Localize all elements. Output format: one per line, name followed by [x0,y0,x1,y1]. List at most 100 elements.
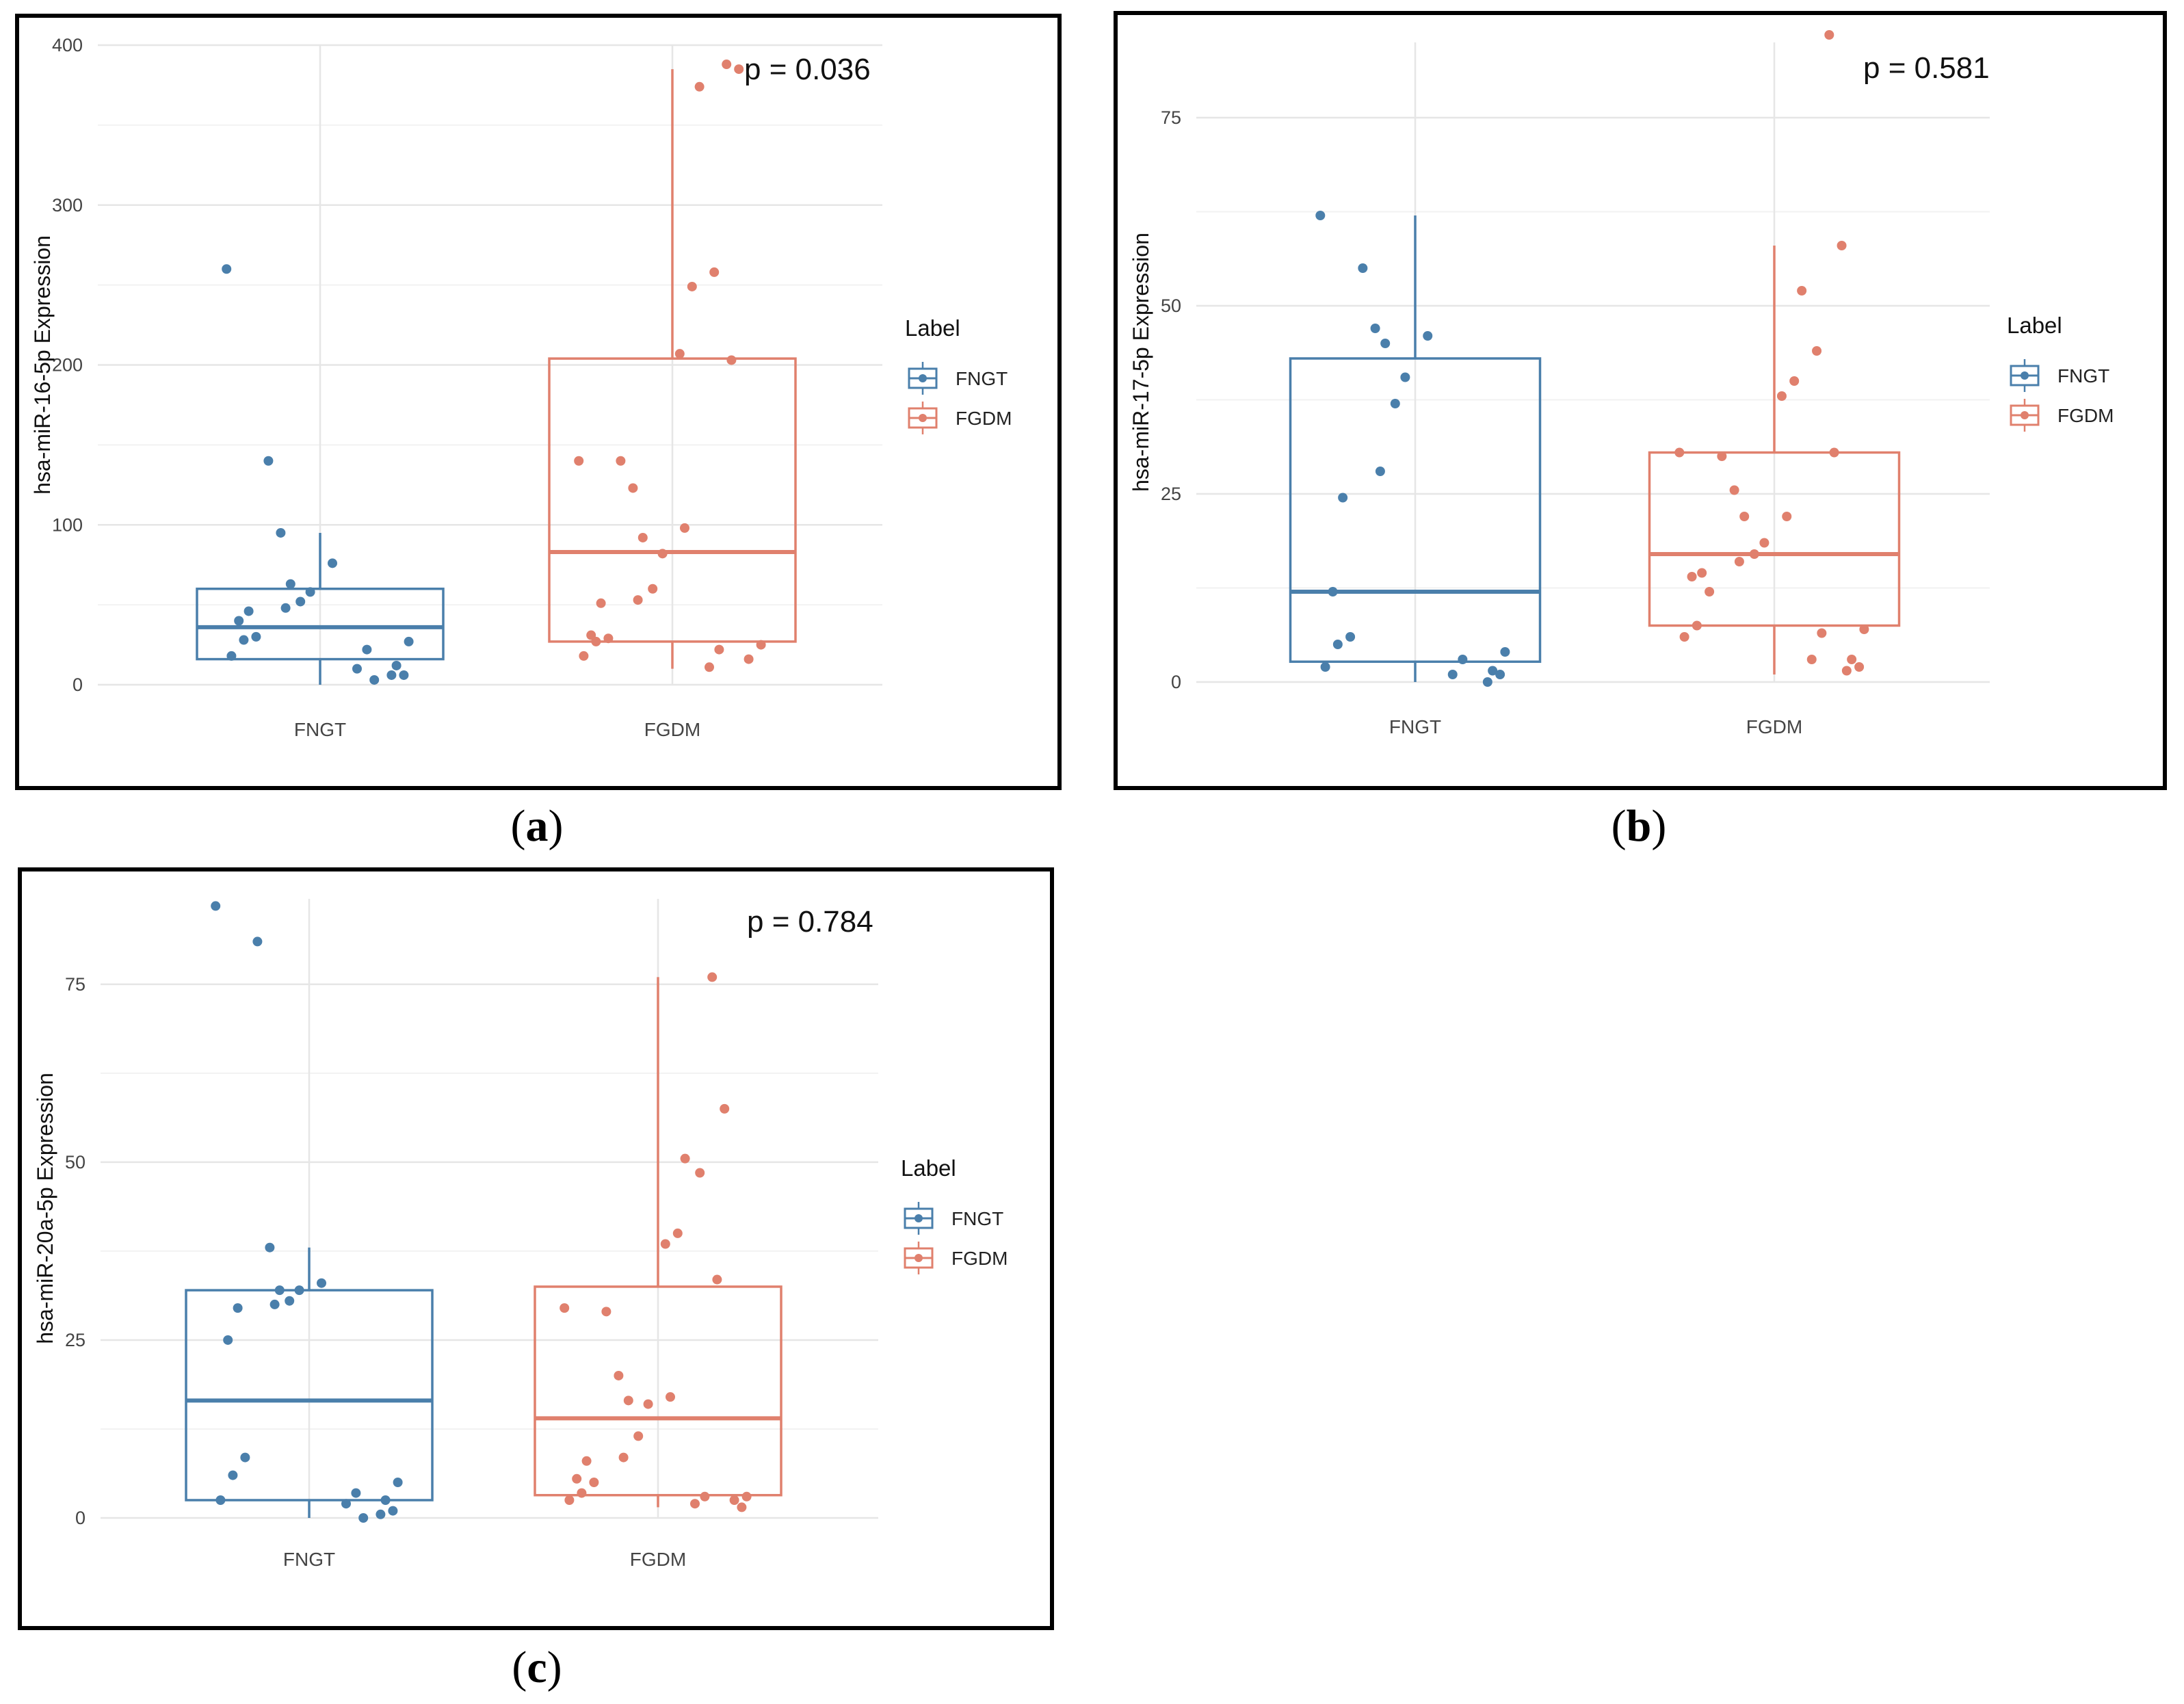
chart-b-fgdm-point [1824,30,1834,40]
chart-b-fngt-point [1328,587,1338,597]
chart-b-fngt-point [1380,339,1391,348]
chart-a-legend-fgdm-key-point [919,414,927,422]
chart-b-ytick-label: 75 [1161,107,1181,128]
chart-a-fngt-point [251,631,261,642]
chart-a-fgdm-point [680,523,689,533]
chart-a-fgdm-point [637,532,648,542]
chart-b-fngt-box [1289,357,1542,664]
chart-b-fgdm-point [1705,587,1715,597]
chart-a-fngt-point [352,664,362,674]
chart-a-fgdm-point [687,281,697,291]
chart-b-legend-fngt-label: FNGT [2057,365,2109,386]
chart-c-fgdm-box [534,1285,782,1497]
chart-c-fngt-point [380,1495,391,1505]
chart-b-fngt-point [1400,372,1410,382]
chart-a-fgdm-point [648,584,658,594]
panel-b: 0 25 50 75 hsa-miR-17-5p Expression FNGT FGDM p… [1114,11,2167,790]
chart-a-fngt-point [386,670,397,680]
chart-a-fngt-box [196,588,445,661]
chart-a-fngt-point [391,660,402,670]
chart-a-fgdm-point [705,662,714,672]
panel-c: 0 25 50 75 hsa-miR-20a-5p Expression FNGT FGDM… [18,867,1054,1630]
chart-a-ytick-label: 0 [73,674,83,695]
caption-a-letter: a [525,801,549,851]
chart-c-legend-fngt-label: FNGT [951,1208,1003,1229]
chart-c-fngt-point [285,1296,295,1306]
chart-b-ylabel: hsa-miR-17-5p Expression [1129,233,1153,492]
chart-a-fngt-point [295,597,306,607]
chart-c-fgdm-point [680,1153,690,1164]
chart-c-fngt-point [228,1470,238,1480]
chart-b-ytick-label: 50 [1161,296,1181,316]
chart-b-fngt-point [1423,331,1433,341]
chart-c-fgdm-point [741,1491,752,1502]
chart-c-fgdm-point [572,1473,582,1484]
caption-c-letter: c [527,1642,547,1692]
chart-b-fgdm-point [1692,620,1702,631]
chart-b-p-value: p = 0.581 [1863,51,1990,85]
chart-c-fngt-point [240,1452,250,1463]
panel-a: 0 100 200 300 400 hsa-miR-16-5p Expression FNG… [15,14,1062,790]
chart-b-fngt-point [1488,666,1498,676]
chart-b-xtick-label: FNGT [1389,716,1441,737]
chart-b-fgdm-point [1729,485,1739,495]
chart-b-fngt-point [1315,211,1326,220]
chart-a-fngt-point [234,616,244,626]
chart-c-fgdm-point [581,1456,592,1466]
chart-a-fgdm-point [633,595,643,605]
chart-b-fgdm-point [1817,628,1827,638]
chart-b-fgdm-point [1674,447,1685,458]
chart-c-ytick-label: 25 [65,1330,85,1350]
caption-c: (c) [512,1642,562,1692]
chart-b-fngt-point [1338,493,1348,503]
chart-c-legend-fgdm-label: FGDM [951,1248,1008,1269]
chart-a-fgdm-point [709,267,720,277]
chart-c-legend-fgdm-key-point [915,1254,923,1262]
chart-a-fgdm-point [591,636,601,646]
chart-a-fgdm-point [596,598,606,608]
chart-c-fngt-point [294,1285,304,1296]
chart-b-fgdm-box [1648,451,1901,627]
chart-b-legend-fngt-key-point [2021,371,2029,380]
chart-c-fngt-box [185,1289,434,1502]
chart-b-fgdm-point [1806,655,1817,664]
chart-c-fgdm-point [712,1274,722,1285]
chart-c-fgdm-point [695,1168,705,1178]
chart-b-fgdm-point [1782,512,1792,521]
chart-a-fgdm-point [722,60,732,70]
chart-a-fgdm-point [726,355,737,365]
chart-c-fgdm-point [729,1495,739,1505]
chart-c-legend-fngt-key-point [915,1214,923,1222]
chart-a-fgdm-point [756,640,766,650]
chart-b-fgdm-point [1837,241,1847,250]
chart-a-fgdm-point [579,651,589,661]
chart-b-fngt-point [1358,263,1368,273]
chart-a-fgdm-point [694,81,705,92]
chart-b-fgdm-point [1812,346,1822,356]
chart-a-fgdm-point [616,456,626,466]
chart-a-fgdm-point [628,483,638,493]
chart-b-fngt-point [1375,467,1385,476]
chart-c-fgdm-point [601,1307,611,1317]
chart-a-fngt-point [369,674,380,685]
chart-c-fngt-point [376,1509,386,1519]
caption-b: (b) [1611,801,1667,851]
chart-c-fgdm-point [633,1431,644,1441]
caption-a: (a) [510,801,564,851]
chart-c-fgdm-point [643,1399,653,1409]
chart-a-fngt-point [226,651,237,661]
caption-b-letter: b [1626,801,1652,851]
chart-c-fgdm-point [618,1452,629,1463]
chart-a-xtick-label: FGDM [644,719,700,740]
chart-c: 0 25 50 75 hsa-miR-20a-5p Expression FNGT FGDM… [33,899,1008,1570]
chart-a-xtick-label: FNGT [294,719,346,740]
chart-c-fgdm-point [623,1395,633,1406]
chart-a-ytick-label: 300 [52,195,83,215]
chart-a-fgdm-box [548,357,797,643]
chart-a: 0 100 200 300 400 hsa-miR-16-5p Expression FNG… [30,35,1012,740]
chart-a-fngt-point [399,670,409,680]
chart-b-fngt-point [1345,632,1356,642]
chart-c-fngt-point [274,1285,285,1296]
chart-b-fngt-point [1495,670,1505,679]
chart-b-fgdm-point [1789,376,1800,386]
